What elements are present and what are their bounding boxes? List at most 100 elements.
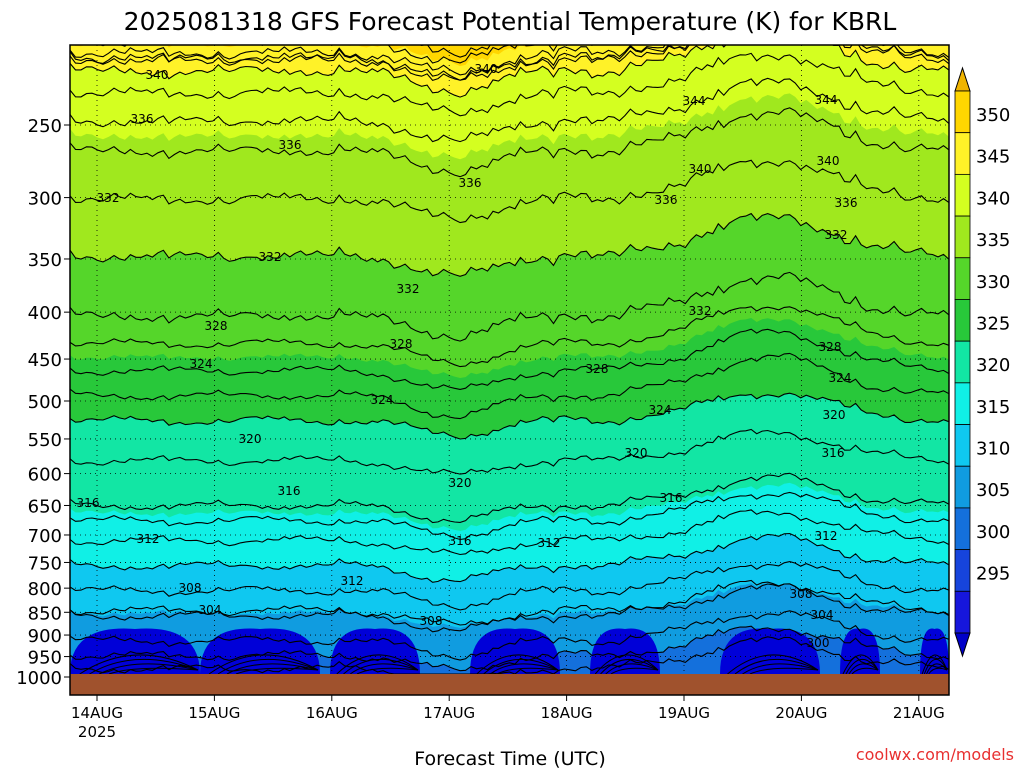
isotherm-304 (70, 583, 949, 633)
y-tick-label-350: 350 (28, 250, 62, 271)
colorbar-label-325: 325 (976, 313, 1010, 334)
isotherm-336 (70, 77, 949, 143)
plot-area: 340 340 344 344 336 336 336 336 340 340 332 332 332 3… (70, 45, 949, 695)
colorbar-swatch-10 (954, 507, 971, 551)
contour-label-10: 332 (97, 191, 120, 205)
pocket-contour-1-4 (235, 667, 319, 675)
contour-label-12: 332 (397, 282, 420, 296)
contour-label-2: 344 (683, 94, 706, 108)
isotherm-328 (70, 271, 949, 342)
contour-label-42: 300 (807, 636, 830, 650)
isotherm-312 (70, 509, 949, 556)
isotherm-318 (70, 428, 949, 475)
contour-label-25: 320 (625, 446, 648, 460)
y-tick-label-250: 250 (28, 116, 62, 137)
contour-label-41: 304 (811, 608, 834, 622)
y-tick-label-650: 650 (28, 496, 62, 517)
isotherm-344 (70, 45, 949, 76)
colorbar-label-340: 340 (976, 188, 1010, 209)
colorbar-swatch-8 (954, 424, 971, 467)
x-axis-title: Forecast Time (UTC) (414, 748, 605, 768)
contour-label-18: 328 (586, 362, 609, 376)
isotherm-320 (70, 392, 949, 440)
contour-label-0: 340 (146, 68, 169, 82)
pocket-contour-0-1 (79, 654, 199, 675)
contour-label-34: 312 (538, 536, 561, 550)
isotherm-340 (70, 45, 949, 98)
pocket-contour-3-3 (489, 663, 559, 675)
contour-label-30: 316 (660, 491, 683, 505)
terrain-ground (70, 674, 949, 695)
contour-label-40: 304 (199, 603, 222, 617)
contour-label-35: 312 (815, 529, 838, 543)
colorbar-swatch-2 (954, 173, 971, 217)
plot-frame (69, 44, 950, 696)
contour-label-16: 328 (205, 319, 228, 333)
y-tick-label-900: 900 (28, 626, 62, 647)
colorbar-swatch-12 (954, 590, 971, 634)
pocket-contour-0-3 (99, 663, 199, 675)
isotherm-322 (70, 352, 949, 420)
pocket-contour-2-2 (343, 659, 419, 675)
contour-label-3: 344 (815, 93, 838, 107)
contour-labels: 340 340 344 344 336 336 336 336 340 340 332 332 332 3… (77, 62, 858, 650)
contour-label-31: 316 (822, 446, 845, 460)
x-tick-label-5: 19AUG (658, 704, 710, 722)
contour-label-32: 316 (449, 534, 472, 548)
chart-title: 2025081318 GFS Forecast Potential Temper… (124, 7, 897, 36)
colorbar-swatch-7 (954, 382, 971, 425)
isotherm-300 (70, 625, 949, 672)
colorbar-swatch-9 (954, 465, 971, 509)
y-tick-label-1000: 1000 (16, 668, 62, 689)
colorbar-label-320: 320 (976, 355, 1010, 376)
contour-label-13: 332 (689, 304, 712, 318)
isotherm-338 (70, 52, 949, 117)
contour-lines (70, 45, 949, 675)
temperature-fill-layers (70, 45, 949, 675)
isotherm-332 (70, 159, 949, 224)
y-tick-label-800: 800 (28, 579, 62, 600)
y-tick-label-500: 500 (28, 392, 62, 413)
x-tick-label-6: 20AUG (775, 704, 827, 722)
pocket-contour-4-4 (610, 667, 659, 675)
y-tick-label-600: 600 (28, 465, 62, 486)
colorbar-label-315: 315 (976, 397, 1010, 418)
contour-label-27: 320 (823, 408, 846, 422)
contour-label-11: 332 (259, 250, 282, 264)
y-tick-label-300: 300 (28, 189, 62, 210)
contour-label-38: 308 (420, 614, 443, 628)
y-tick-label-550: 550 (28, 430, 62, 451)
pocket-contour-5-1 (727, 654, 819, 675)
pocket-contour-6-1 (842, 654, 879, 675)
colorbar-swatch-5 (954, 299, 971, 342)
colorbar-swatch-3 (954, 215, 971, 259)
colorbar-swatch-1 (954, 132, 971, 175)
isotherm-298 (70, 636, 949, 675)
isotherm-342 (70, 45, 949, 82)
y-tick-label-700: 700 (28, 526, 62, 547)
x-tick-label-4: 18AUG (541, 704, 593, 722)
contour-label-37: 308 (179, 581, 202, 595)
contour-label-9: 340 (817, 154, 840, 168)
contour-label-5: 336 (279, 138, 302, 152)
pocket-contour-3-4 (496, 667, 559, 675)
x-tick-sublabel-0: 2025 (78, 723, 116, 741)
y-axis: 2503003504004505005506006507007508008509… (16, 116, 70, 689)
pocket-contour-2-3 (349, 663, 419, 675)
isotherm-310 (70, 532, 949, 583)
pocket-contour-0-4 (108, 667, 199, 675)
colorbar-label-330: 330 (976, 272, 1010, 293)
colorbar-label-345: 345 (976, 147, 1010, 168)
pocket-contour-5-2 (734, 659, 819, 675)
contour-label-1: 340 (475, 62, 498, 76)
contour-label-33: 312 (137, 532, 160, 546)
credit-text: coolwx.com/models (856, 745, 1014, 764)
x-tick-label-7: 21AUG (893, 704, 945, 722)
colorbar-swatch-6 (954, 340, 971, 384)
pocket-contour-2-1 (336, 654, 419, 675)
y-tick-label-450: 450 (28, 350, 62, 371)
contour-label-17: 328 (390, 337, 413, 351)
colorbar-label-350: 350 (976, 105, 1010, 126)
